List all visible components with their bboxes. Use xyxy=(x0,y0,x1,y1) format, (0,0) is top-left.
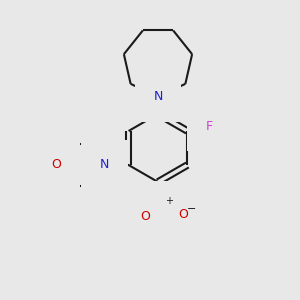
Text: O: O xyxy=(178,208,188,220)
Text: O: O xyxy=(52,158,61,172)
Text: N: N xyxy=(158,200,168,212)
Text: F: F xyxy=(206,119,213,133)
Text: N: N xyxy=(100,158,109,172)
Text: +: + xyxy=(165,196,173,206)
Text: O: O xyxy=(140,209,150,223)
Text: −: − xyxy=(187,204,197,214)
Text: N: N xyxy=(153,91,163,103)
